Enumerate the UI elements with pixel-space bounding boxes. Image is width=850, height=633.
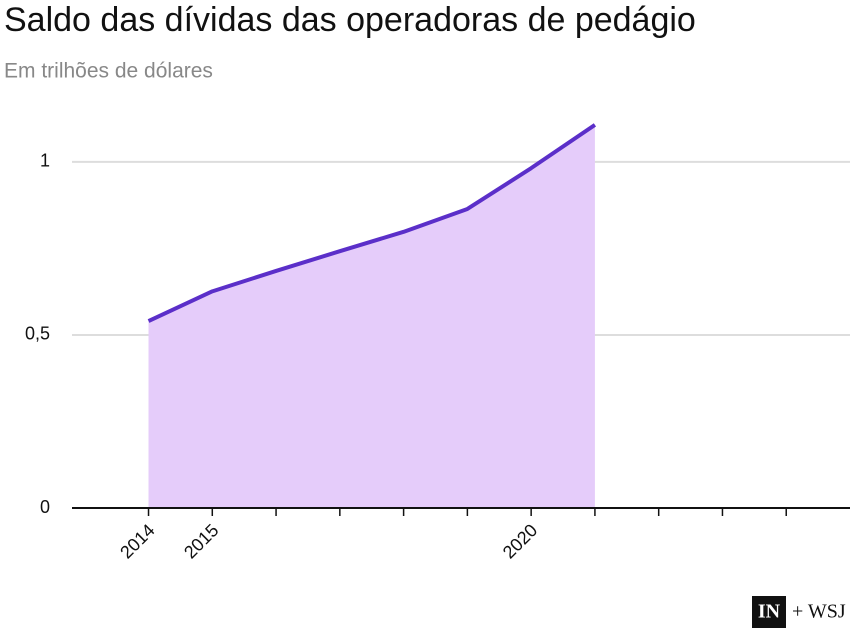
x-tick-label: 2014 — [116, 520, 158, 562]
x-tick-label: 2015 — [180, 520, 222, 562]
area — [148, 124, 595, 508]
line — [147, 123, 597, 323]
y-tick-label: 0,5 — [25, 324, 50, 344]
x-tick-label: 2020 — [499, 520, 541, 562]
logo-box — [752, 596, 786, 628]
y-tick-label: 0 — [40, 497, 50, 517]
chart-subtitle: Em trilhões de dólares — [4, 60, 213, 83]
y-tick-label: 1 — [40, 151, 50, 171]
logo: IN — [758, 601, 781, 623]
chart-title: Saldo das dívidas das operadoras de pedá… — [4, 1, 696, 39]
partner-logo: + WSJ — [792, 601, 846, 623]
